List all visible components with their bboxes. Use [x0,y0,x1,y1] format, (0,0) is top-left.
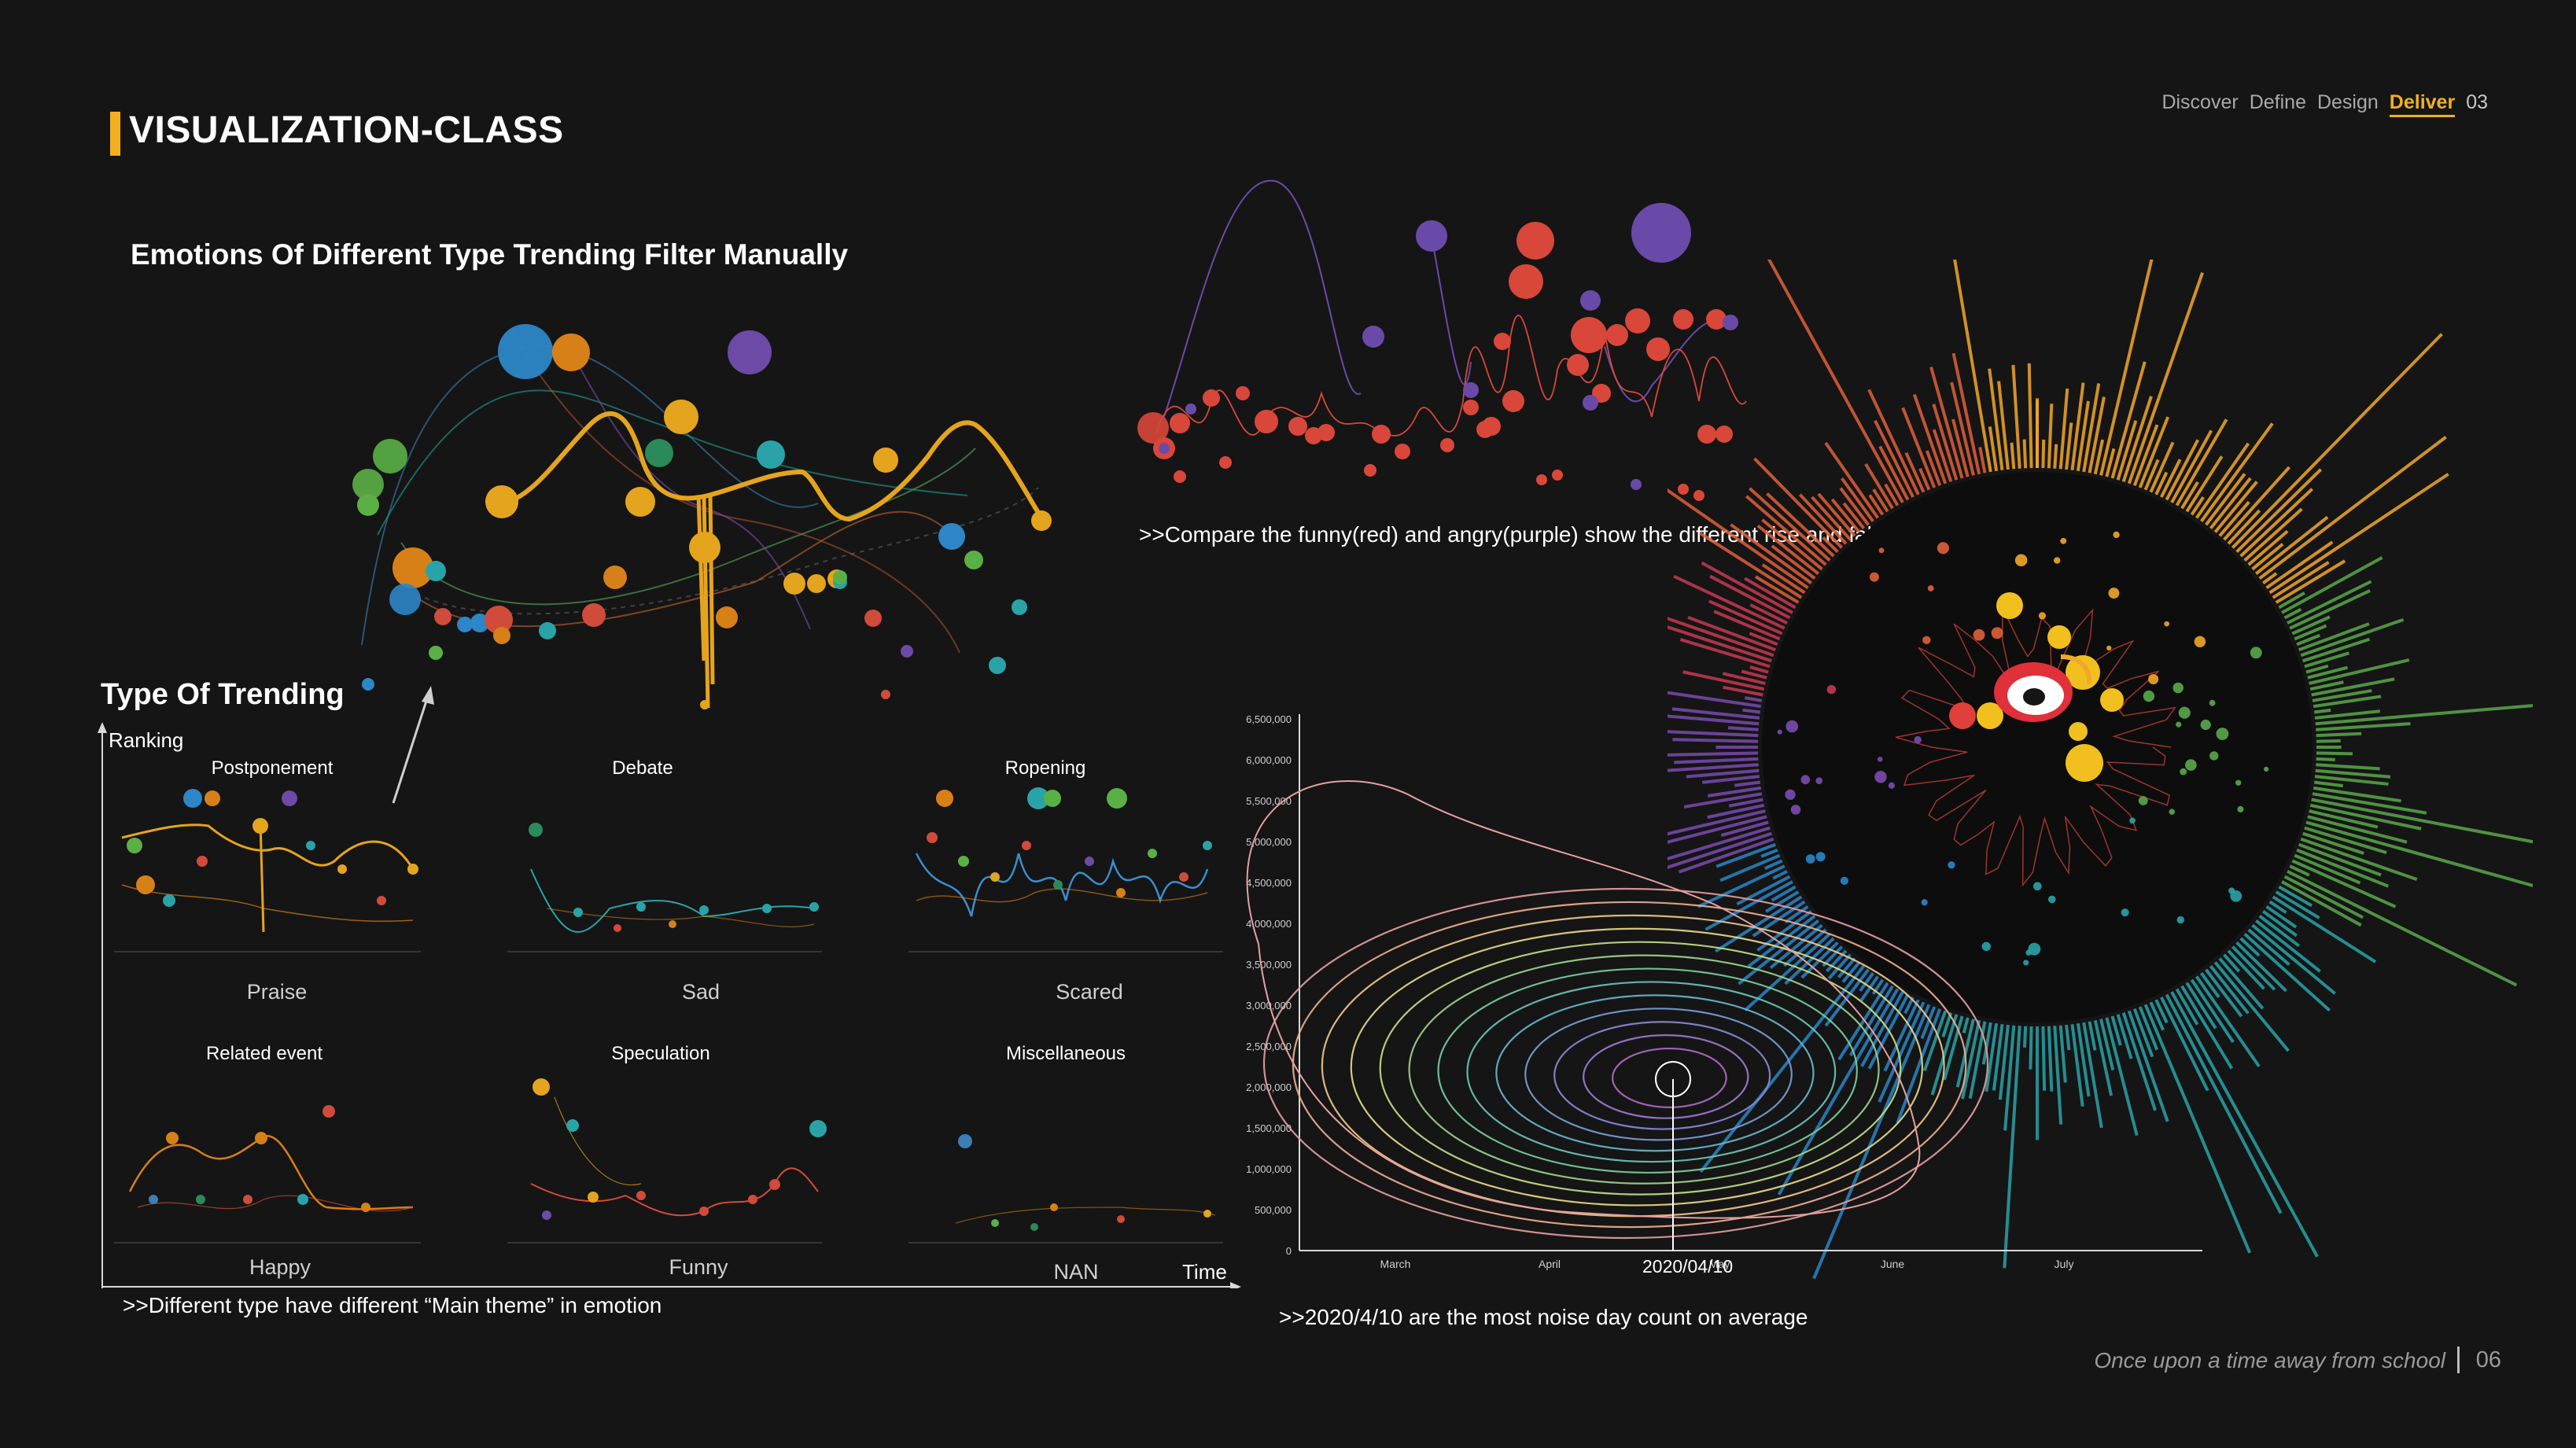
y-tick-label: 500,000 [1255,1204,1292,1216]
praise-trend-line [503,411,1045,522]
panel-title-postponement: Postponement [211,757,334,779]
panel-emotion-praise: Praise [246,980,308,1004]
y-tick-label: 2,000,000 [1246,1081,1292,1093]
panel-emotion-funny: Funny [669,1255,728,1279]
nav-item-define[interactable]: Define [2249,91,2306,113]
funny-angry-comparison-chart [1137,179,1747,501]
x-tick-label: April [1539,1258,1561,1270]
peak-date-label: 2020/04/10 [1642,1256,1734,1277]
type-of-trending-heading: Type Of Trending [101,678,345,711]
trending-small-multiples [114,787,1223,1244]
nav-item-discover[interactable]: Discover [2161,91,2239,113]
y-tick-label: 3,000,000 [1246,1000,1292,1011]
contour-note: >>2020/4/10 are the most noise day count… [1279,1305,1808,1329]
panel-title-ropening: Ropening [1004,757,1086,779]
y-tick-label: 5,500,000 [1246,795,1292,807]
y-axis-ranking-label: Ranking [109,728,184,752]
panel-title-related-event: Related event [205,1043,323,1064]
x-tick-label: July [2055,1258,2074,1270]
y-tick-label: 2,500,000 [1246,1041,1292,1052]
x-tick-label: March [1380,1258,1411,1270]
footer-divider [2457,1347,2460,1373]
nav-item-design[interactable]: Design [2316,91,2379,113]
y-tick-label: 0 [1286,1245,1292,1257]
emotion-bubble-trend-chart [352,324,1052,709]
y-tick-label: 3,500,000 [1246,959,1292,971]
panel-emotion-nan: NAN [1053,1260,1099,1284]
link-arrow [392,686,434,804]
section-subtitle: Emotions Of Different Type Trending Filt… [131,238,849,271]
section-nav: Discover Define Design Deliver 03 [2161,91,2488,117]
y-tick-label: 1,500,000 [1246,1122,1292,1134]
panel-title-miscellaneous: Miscellaneous [1005,1043,1126,1064]
panel-emotion-sad: Sad [681,980,720,1004]
nav-item-deliver[interactable]: Deliver [2389,91,2456,117]
x-axis-time-label: Time [1182,1260,1227,1284]
trending-grid-axes [98,722,1241,1288]
radial-emotion-burst [1668,260,2533,1280]
y-tick-label: 4,500,000 [1246,877,1292,889]
panel-title-debate: Debate [612,757,673,779]
left-note: >>Different type have different “Main th… [123,1293,662,1317]
y-tick-label: 6,000,000 [1246,754,1292,766]
nav-section-number: 03 [2466,91,2488,113]
page-number: 06 [2475,1347,2501,1372]
x-tick-label: May [1709,1258,1730,1270]
panel-title-speculation: Speculation [611,1043,710,1064]
peak-marker [1655,1061,1691,1097]
y-tick-label: 5,000,000 [1246,836,1292,848]
y-tick-label: 1,000,000 [1246,1163,1292,1175]
y-tick-label: 6,500,000 [1246,713,1292,725]
panel-emotion-scared: Scared [1056,980,1123,1004]
noise-density-contour-chart: 6,500,000 6,000,000 5,500,000 5,000,000 4,50… [1246,713,2202,1270]
page-title: VISUALIZATION-CLASS [129,109,564,151]
panel-emotion-happy: Happy [249,1255,311,1279]
y-tick-label: 4,000,000 [1246,918,1292,930]
title-accent-bar [110,112,120,156]
footer-tagline: Once upon a time away from school [2094,1348,2445,1372]
x-tick-label: June [1881,1258,1905,1270]
